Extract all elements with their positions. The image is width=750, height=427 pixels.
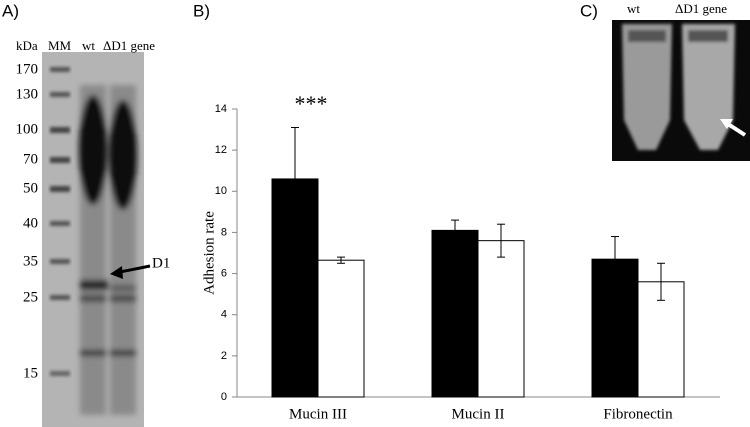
panel-label: A) xyxy=(2,1,19,20)
sample-lanes xyxy=(79,85,137,415)
bar xyxy=(431,229,479,398)
panel-label: C) xyxy=(580,1,598,20)
y-tick-label: 2 xyxy=(221,350,227,362)
y-tick-label: 8 xyxy=(221,226,227,238)
x-tick-label: Mucin II xyxy=(452,406,505,422)
error-bar xyxy=(451,219,459,242)
error-bar xyxy=(337,256,345,264)
bar xyxy=(317,259,365,398)
bar xyxy=(271,178,319,398)
y-tick-label: 14 xyxy=(215,103,227,115)
error-bar xyxy=(497,223,505,258)
y-tick-label: 10 xyxy=(215,185,227,197)
y-tick-label: 0 xyxy=(221,391,227,403)
gel-header: ΔD1 gene xyxy=(103,38,155,53)
marker-label: 130 xyxy=(16,86,39,102)
error-bar xyxy=(657,262,665,301)
photo-label: wt xyxy=(627,1,640,16)
arrow-head xyxy=(110,266,123,279)
y-tick-label: 12 xyxy=(215,144,227,156)
x-tick-label: Fibronectin xyxy=(603,406,673,422)
gel-header: kDa xyxy=(16,38,38,53)
y-tick-label: 4 xyxy=(221,309,227,321)
bar xyxy=(477,240,525,398)
marker-lane xyxy=(50,67,70,376)
bar xyxy=(637,281,685,398)
marker-label: 70 xyxy=(23,151,38,167)
photo-label: ΔD1 gene xyxy=(675,1,727,16)
panel-label: B) xyxy=(193,1,210,20)
y-axis-label: Adhesion rate xyxy=(201,211,217,295)
photo-arrow xyxy=(726,122,747,137)
error-bar xyxy=(291,127,299,231)
marker-label: 25 xyxy=(23,289,38,305)
y-tick-label: 6 xyxy=(221,267,227,279)
gel-header: MM xyxy=(48,38,72,53)
marker-label: 100 xyxy=(16,121,39,137)
marker-label: 40 xyxy=(23,215,38,231)
x-tick-label: Mucin III xyxy=(289,406,347,422)
photo-arrow-head xyxy=(720,119,733,129)
marker-label: 50 xyxy=(23,180,38,196)
marker-label: 15 xyxy=(23,365,38,381)
band-label: D1 xyxy=(152,255,170,271)
annotation: *** xyxy=(295,91,328,116)
marker-label: 170 xyxy=(16,61,39,77)
gel-header: wt xyxy=(82,38,95,53)
error-bar xyxy=(611,236,619,283)
tubes xyxy=(622,24,735,150)
marker-label: 35 xyxy=(23,253,38,269)
bar xyxy=(591,258,639,398)
